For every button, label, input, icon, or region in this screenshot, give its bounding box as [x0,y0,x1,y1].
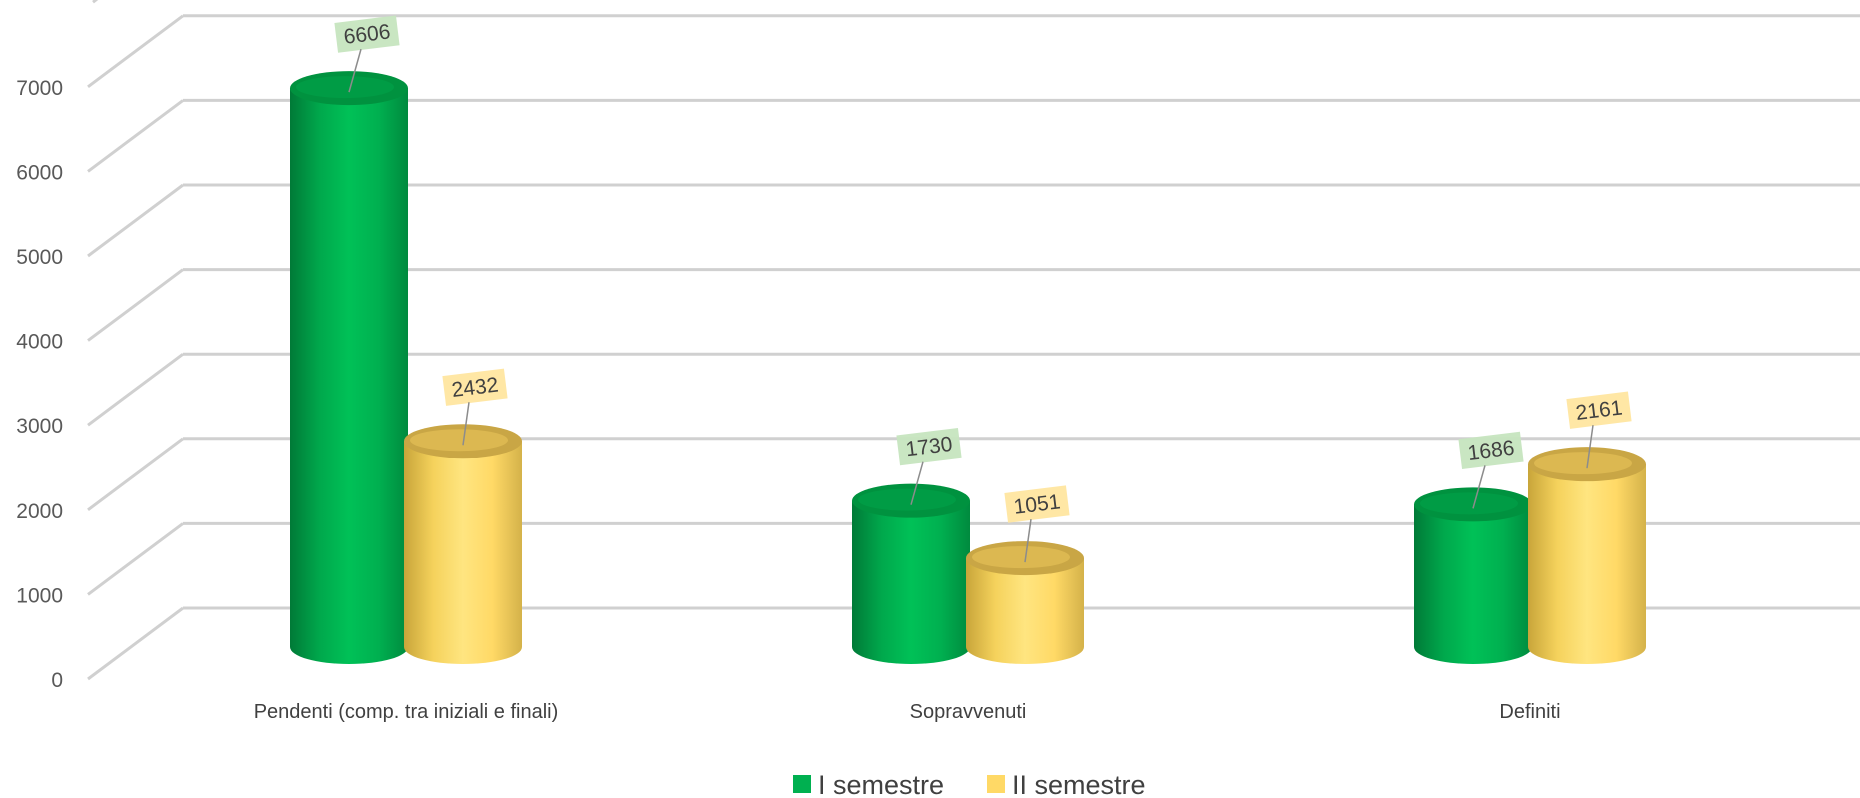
data-label-value: 6606 [342,20,391,49]
bar-top-highlight [858,488,956,511]
data-label-box [1458,431,1524,470]
gridline-diagonal [87,522,184,596]
data-label-leader [1024,518,1032,563]
gridline-diagonal [87,14,184,89]
x-axis-categories: Pendenti (comp. tra iniziali e finali) So… [254,701,1561,723]
bar-body [852,500,970,664]
bar [852,483,970,664]
data-label-leader [910,461,924,505]
y-tick-label: 4000 [16,331,63,354]
legend-label: II semestre [1012,770,1146,798]
bar [1528,447,1646,664]
gridline-diagonal [87,183,184,258]
category-label: Definiti [1499,701,1560,723]
data-label-box [896,427,962,466]
data-label: 1686 [1458,431,1524,470]
data-label: 2161 [1566,391,1632,429]
legend-item: I semestre [793,770,944,798]
data-label-value: 2432 [450,373,499,402]
bar [290,71,408,665]
bar-top-highlight [1420,492,1518,515]
gridline-diagonal [87,606,184,681]
bar-top-highlight [1534,452,1632,475]
legend-swatch [793,775,811,793]
data-label-leader [348,48,362,93]
bar-top-highlight [296,76,394,99]
y-tick-label: 5000 [16,246,63,269]
bar-body [966,558,1084,664]
y-tick-label: 7000 [16,77,63,100]
y-tick-label: 0 [51,669,63,692]
data-label: 6606 [334,15,400,53]
data-label: 1051 [1004,485,1070,523]
data-label: 1730 [896,427,962,466]
data-label-leader [1586,425,1594,469]
data-label-box [442,368,508,406]
legend-item: II semestre [987,770,1146,798]
bar [1414,487,1532,664]
y-axis-ticks: 0 1000 2000 3000 4000 5000 6000 7000 [16,77,63,692]
gridline-diagonal [87,99,184,173]
gridline-diagonal [87,268,184,342]
y-tick-label: 2000 [16,500,63,523]
y-tick-label: 3000 [16,415,63,438]
data-label-value: 1730 [904,433,953,462]
data-label-box [334,15,400,53]
data-label: 2432 [442,368,508,406]
bar [404,424,522,664]
bar-body [1414,504,1532,664]
bars [290,71,1646,665]
gridline-diagonal [87,437,184,512]
data-label-leader [1472,465,1486,509]
bar-body [290,88,408,665]
y-tick-label: 6000 [16,161,63,184]
legend: I semestre II semestre [793,770,1146,798]
data-label-leader [462,402,470,446]
data-label-box [1566,391,1632,429]
data-labels: 6606 1730 1686 2432 1051 2161 [334,15,1632,563]
legend-label: I semestre [818,770,944,798]
gridline-diagonal [87,352,184,427]
bar-top [1414,487,1532,522]
bar-top [290,71,408,106]
data-label-value: 2161 [1574,396,1623,425]
category-label: Pendenti (comp. tra iniziali e finali) [254,701,559,723]
bar-body [404,441,522,664]
data-label-box [1004,485,1070,523]
bar-top-highlight [972,546,1070,569]
data-label-value: 1051 [1012,490,1061,519]
y-tick-label: 1000 [16,584,63,607]
gridline-diagonal [92,0,99,4]
legend-swatch [987,775,1005,793]
bar-top-highlight [410,429,508,452]
category-label: Sopravvenuti [910,701,1027,723]
bar-top [852,483,970,518]
data-label-value: 1686 [1466,437,1515,466]
bar-body [1528,464,1646,664]
